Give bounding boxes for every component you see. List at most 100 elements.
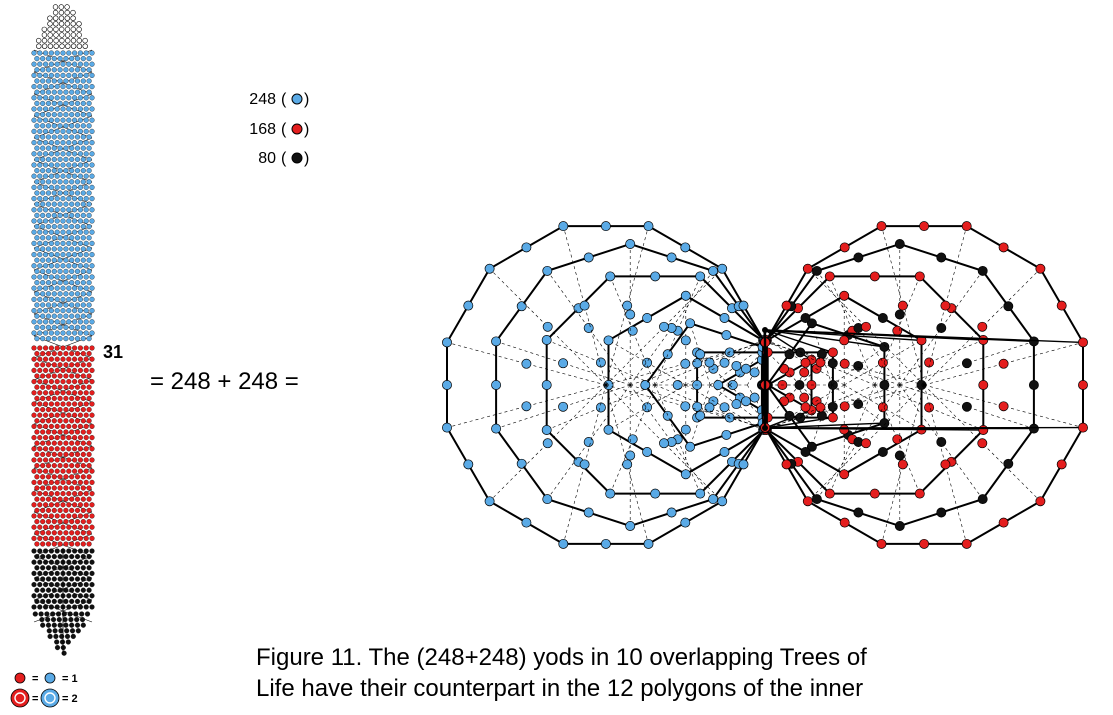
column-yod <box>69 67 75 73</box>
column-yod <box>66 535 72 541</box>
column-yod <box>63 530 69 536</box>
column-yod <box>86 89 92 95</box>
column-yod <box>63 576 69 582</box>
column-yod <box>43 184 49 190</box>
column-yod <box>66 491 72 497</box>
column-yod <box>72 468 78 474</box>
column-yod <box>43 274 49 280</box>
column-yod <box>86 291 92 297</box>
column-yod <box>54 207 60 213</box>
column-yod <box>80 56 86 62</box>
column-yod <box>39 617 45 623</box>
polygon-spoke-yod <box>961 401 972 412</box>
column-yod <box>54 379 60 385</box>
column-yod <box>77 151 83 157</box>
column-yod <box>60 274 66 280</box>
column-yod <box>74 576 81 582</box>
column-yod <box>31 140 37 146</box>
column-yod <box>31 330 37 336</box>
column-yod <box>69 235 75 241</box>
column-yod <box>77 559 83 565</box>
column-yod <box>57 622 63 628</box>
column-yod <box>77 582 83 588</box>
column-yod <box>66 285 72 291</box>
column-yod <box>70 15 76 21</box>
column-yod <box>89 345 95 351</box>
polygon-edge-yod <box>784 410 795 421</box>
column-yod <box>80 78 86 84</box>
column-yod <box>57 257 63 263</box>
column-yod <box>60 196 66 202</box>
polygon-spoke <box>829 276 876 386</box>
column-yod <box>77 252 83 258</box>
polygon-spoke-yod <box>936 323 947 333</box>
column-yod <box>40 440 46 446</box>
column-yod <box>69 56 75 62</box>
column-yod <box>66 457 72 463</box>
polygon-vertex-yod <box>1078 337 1088 348</box>
column-yod <box>40 134 46 140</box>
column-yod <box>48 140 54 146</box>
column-yod <box>76 32 82 38</box>
polygon-spoke-yod <box>622 459 633 470</box>
column-yod <box>89 128 95 134</box>
column-yod <box>66 72 72 78</box>
column-yod <box>50 611 56 617</box>
column-yod <box>74 257 81 263</box>
column-yod <box>60 446 66 452</box>
column-yod <box>86 541 92 547</box>
column-yod <box>34 519 40 525</box>
column-yod <box>45 190 52 196</box>
column-yod <box>60 151 66 157</box>
column-yod <box>54 229 60 235</box>
column-yod <box>34 336 40 342</box>
column-yod <box>43 319 49 325</box>
polygon-vertex-yod <box>802 496 813 507</box>
column-yod <box>86 67 92 73</box>
column-yod <box>72 457 78 463</box>
column-yod <box>48 184 54 190</box>
column-yod <box>80 145 86 151</box>
polygon-edge-yod <box>662 410 673 421</box>
column-yod <box>37 308 43 314</box>
polygon-vertex-yod <box>977 494 988 505</box>
column-yod <box>74 418 81 424</box>
column-yod <box>80 201 86 207</box>
column-yod <box>74 496 81 502</box>
column-yod <box>43 570 49 576</box>
column-yod <box>86 235 92 241</box>
column-yod <box>34 190 40 196</box>
column-yod <box>83 308 89 314</box>
column-yod <box>48 604 54 610</box>
polygon-spoke-yod <box>558 358 569 369</box>
polygon-spoke-yod <box>998 401 1009 412</box>
column-yod <box>83 319 89 325</box>
column-yod <box>57 384 63 390</box>
column-yod <box>31 274 37 280</box>
column-yod <box>31 173 37 179</box>
column-yod <box>74 587 81 593</box>
column-yod <box>34 474 40 480</box>
polygon-edge-yod <box>680 242 691 253</box>
polygon-spoke <box>654 384 701 494</box>
column-yod <box>54 457 60 463</box>
column-yod <box>83 356 89 362</box>
polygon-spoke-yod <box>692 401 703 412</box>
column-yod <box>63 78 69 84</box>
column-yod <box>72 162 78 168</box>
column-yod <box>31 535 37 541</box>
column-yod <box>56 617 62 623</box>
polygon-spoke-yod <box>731 360 742 371</box>
column-yod <box>77 491 83 497</box>
column-yod <box>53 26 59 33</box>
column-yod <box>48 50 54 56</box>
column-yod <box>43 106 49 112</box>
column-yod <box>89 401 95 407</box>
polygon-edge-yod <box>853 507 864 518</box>
polygon-spoke-yod <box>719 402 730 413</box>
polygon-spoke-yod <box>583 437 594 447</box>
column-yod <box>86 179 92 185</box>
column-yod <box>74 168 81 174</box>
column-yod <box>45 576 52 582</box>
column-yod <box>80 313 86 319</box>
